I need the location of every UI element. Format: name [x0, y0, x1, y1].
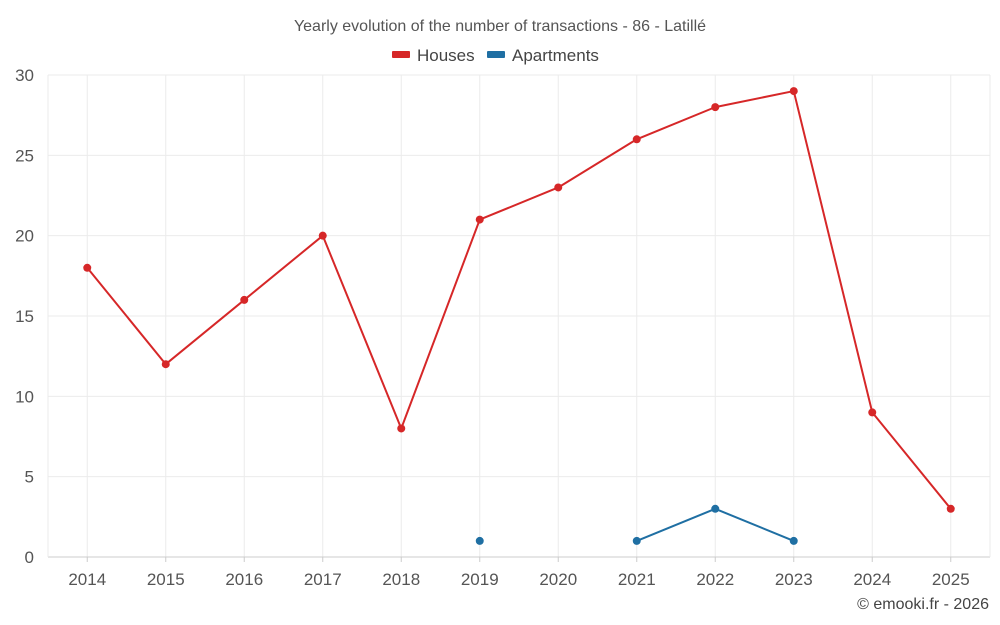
legend-swatch-houses[interactable]: [392, 51, 410, 58]
data-point-houses-2025: [946, 504, 955, 513]
data-point-apartments-2023: [789, 536, 798, 545]
x-axis: 2014 2015 2016 2017 2018 2019 2020 2021 2022 2023…: [68, 557, 970, 589]
credit: © emooki.fr - 2026: [857, 596, 989, 613]
series-apartments: [475, 504, 798, 545]
x-tick-label: 2018: [382, 570, 420, 589]
data-point-houses-2019: [475, 215, 484, 224]
data-point-apartments-2022: [711, 504, 720, 513]
x-tick-label: 2021: [618, 570, 656, 589]
x-tick-label: 2017: [304, 570, 342, 589]
y-tick-label: 15: [15, 307, 34, 326]
data-point-houses-2023: [789, 87, 798, 96]
series: [83, 87, 955, 545]
data-point-houses-2024: [868, 408, 877, 417]
y-tick-label: 30: [15, 66, 34, 85]
x-tick-label: 2022: [696, 570, 734, 589]
series-houses: [83, 87, 955, 513]
x-tick-label: 2015: [147, 570, 185, 589]
data-point-apartments-2019: [475, 536, 484, 545]
x-tick-label: 2016: [225, 570, 263, 589]
x-tick-label: 2023: [775, 570, 813, 589]
x-tick-label: 2024: [853, 570, 891, 589]
grid: [47, 74, 991, 558]
x-tick-label: 2025: [932, 570, 970, 589]
y-tick-label: 5: [25, 468, 34, 487]
data-point-houses-2016: [240, 295, 249, 304]
x-tick-label: 2020: [539, 570, 577, 589]
data-point-houses-2022: [711, 103, 720, 112]
x-tick-label: 2014: [68, 570, 106, 589]
y-tick-label: 20: [15, 227, 34, 246]
data-point-houses-2020: [554, 183, 563, 192]
series-line-houses: [86, 90, 952, 510]
data-point-apartments-2021: [632, 536, 641, 545]
y-tick-label: 0: [25, 548, 34, 567]
x-tick-label: 2019: [461, 570, 499, 589]
data-point-houses-2014: [83, 263, 92, 272]
data-point-houses-2015: [161, 360, 170, 369]
legend: Houses Apartments: [392, 46, 599, 65]
legend-swatch-apartments[interactable]: [487, 51, 505, 58]
y-axis: 0 5 10 15 20 25 30: [15, 66, 34, 567]
y-tick-label: 25: [15, 146, 34, 165]
data-point-houses-2021: [632, 135, 641, 144]
legend-label-houses[interactable]: Houses: [417, 46, 475, 65]
legend-label-apartments[interactable]: Apartments: [512, 46, 599, 65]
chart-title: Yearly evolution of the number of transa…: [294, 18, 706, 35]
y-tick-label: 10: [15, 387, 34, 406]
data-point-houses-2017: [318, 231, 327, 240]
data-point-houses-2018: [397, 424, 406, 433]
